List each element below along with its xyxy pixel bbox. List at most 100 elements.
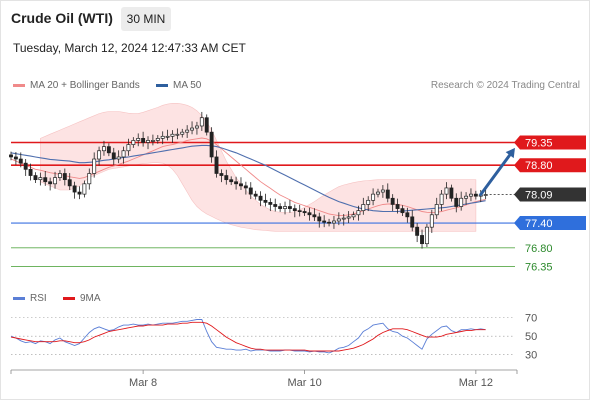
candle-body [287, 206, 292, 209]
candle-body [469, 193, 473, 197]
level-label-3: 76.80 [525, 243, 553, 255]
candle-body [57, 173, 62, 178]
level-label-4: 76.35 [525, 261, 553, 273]
candle-body [351, 214, 356, 218]
candle-body [258, 195, 263, 201]
candle-body [185, 129, 190, 133]
candle-body [459, 197, 464, 207]
candle-body [97, 150, 102, 160]
candle-body [346, 216, 351, 219]
x-tick-label-1: Mar 10 [287, 377, 321, 389]
candle-body [439, 193, 444, 205]
candle-body [248, 187, 253, 195]
candle-body [87, 173, 92, 185]
candle-body [121, 150, 126, 158]
candle-body [126, 144, 131, 152]
candle-body [72, 185, 77, 193]
candle-body [180, 131, 185, 135]
x-tick-label-0: Mar 8 [129, 377, 157, 389]
candle-body [194, 125, 199, 129]
legend-item-ma50: MA 50 [156, 80, 201, 91]
candle-body [141, 138, 146, 143]
candle-body [136, 138, 141, 141]
rsi-legend-item: RSI [13, 293, 47, 304]
rsi-legend-label: RSI [30, 293, 47, 304]
candle-body [204, 117, 209, 133]
candle-body [420, 235, 424, 245]
candle-body [322, 220, 327, 223]
candle-body [283, 206, 287, 209]
candle-body [400, 208, 405, 214]
candle-body [380, 189, 385, 193]
candle-body [302, 211, 307, 214]
candle-body [356, 210, 361, 216]
instrument-title: Crude Oil (WTI) [11, 10, 113, 26]
candle-body [190, 127, 194, 131]
candle-body [131, 140, 136, 145]
candle-body [268, 202, 273, 205]
interval-button[interactable]: 30 MIN [121, 7, 171, 31]
candle-body [405, 212, 410, 218]
candle-body [106, 146, 111, 154]
rsi-tick-70: 70 [525, 313, 537, 325]
rsi-line-1 [10, 321, 486, 352]
candle-body [23, 162, 28, 170]
candle-body [160, 135, 165, 139]
candle-body [234, 181, 239, 185]
ma9-legend-item: 9MA [63, 293, 101, 304]
candle-body [150, 140, 155, 142]
candle-body [415, 226, 420, 236]
candle-body [317, 216, 322, 222]
candle-body [449, 187, 454, 199]
candle-body [28, 168, 33, 176]
candle-body [332, 220, 336, 224]
level-label-0: 79.35 [525, 138, 553, 150]
candle-body [327, 221, 332, 224]
header: Crude Oil (WTI) 30 MIN [0, 0, 590, 36]
rsi-tick-30: 30 [525, 350, 537, 362]
level-badge-2 [514, 216, 586, 231]
candle-body [444, 187, 449, 195]
legend-label-ma50: MA 50 [173, 80, 202, 91]
level-badge-0 [514, 135, 586, 150]
ma9-legend-label: 9MA [80, 293, 101, 304]
candle-body [48, 181, 53, 185]
x-tick-label-2: Mar 12 [459, 377, 493, 389]
candle-body [229, 179, 234, 183]
candle-body [376, 191, 380, 195]
legend-item-ma20: MA 20 + Bollinger Bands [13, 80, 140, 91]
ma9-legend-swatch [63, 296, 75, 300]
ma-line-1 [10, 144, 486, 213]
candle-body [18, 158, 23, 164]
candle-body [13, 156, 18, 160]
legend-label-ma20: MA 20 + Bollinger Bands [30, 80, 140, 91]
candle-body [385, 189, 390, 199]
last-price-label: 78.09 [525, 190, 553, 202]
candle-body [454, 197, 459, 207]
candle-body [336, 218, 341, 222]
rsi-line-0 [10, 319, 486, 354]
legend-swatch-ma50 [156, 83, 168, 87]
candle-body [67, 179, 72, 187]
candle-body [297, 210, 302, 213]
candle-body [82, 183, 87, 195]
candle-body [102, 146, 106, 152]
candle-body [292, 208, 297, 212]
candle-body [209, 131, 214, 158]
candle-body [366, 199, 371, 205]
attribution: Research © 2024 Trading Central [430, 80, 580, 91]
candle-body [146, 140, 150, 143]
candle-body [43, 177, 48, 183]
candle-body [38, 177, 43, 181]
last-price-badge [514, 187, 586, 202]
candle-body [219, 173, 224, 176]
level-label-1: 78.80 [525, 160, 553, 172]
candle-body [390, 197, 395, 205]
candle-body [434, 204, 439, 216]
candle-body [53, 177, 57, 185]
candle-body [395, 204, 400, 209]
candle-body [239, 183, 243, 187]
candle-body [199, 117, 204, 127]
candles-group [9, 111, 488, 249]
